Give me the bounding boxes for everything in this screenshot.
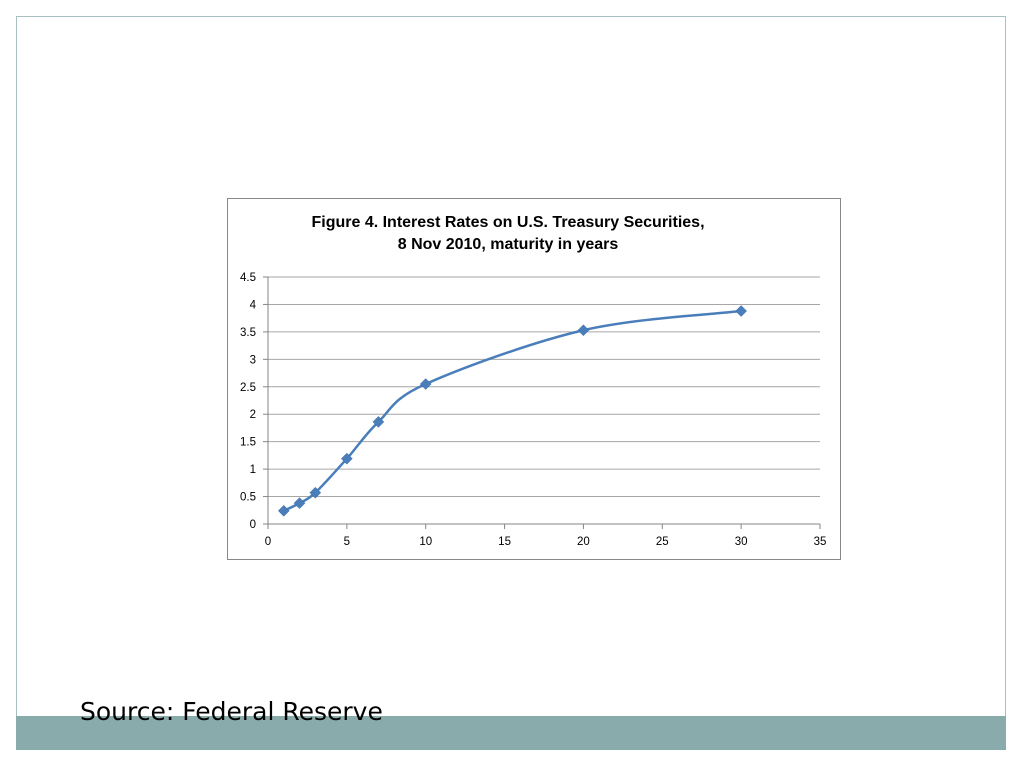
source-caption: Source: Federal Reserve (80, 697, 383, 726)
data-point-marker (419, 378, 432, 390)
data-point-marker (309, 486, 322, 499)
axis-layer (263, 276, 821, 529)
footer-band (16, 716, 1006, 750)
x-tick-label: 0 (265, 536, 271, 548)
y-tick-label: 0.5 (240, 492, 256, 504)
x-tick-label: 25 (656, 536, 669, 548)
chart-container: Figure 4. Interest Rates on U.S. Treasur… (227, 198, 841, 560)
chart-title-block: Figure 4. Interest Rates on U.S. Treasur… (228, 212, 788, 256)
data-point-marker (735, 305, 747, 317)
y-tick-label: 0 (250, 519, 256, 531)
data-point-marker (277, 504, 290, 517)
data-point-marker (341, 452, 353, 465)
y-tick-label: 2.5 (240, 382, 256, 394)
y-tick-label: 1 (250, 464, 256, 476)
x-tick-label: 20 (577, 536, 590, 548)
y-tick-label: 4 (250, 299, 257, 311)
series-layer (283, 309, 742, 512)
y-tick-label: 3.5 (240, 327, 256, 339)
data-point-marker (372, 416, 385, 428)
x-tick-label: 30 (735, 536, 748, 548)
y-tick-label: 4.5 (240, 272, 256, 284)
x-tick-label: 5 (344, 536, 350, 548)
tick-layer: 0 0.5 1 1.5 2 2.5 3 3.5 4 4.5 0 5 10 15 20 25 30 35 (240, 272, 826, 548)
series-line (283, 309, 742, 512)
chart-title: Figure 4. Interest Rates on U.S. Treasur… (311, 214, 705, 231)
y-tick-label: 1.5 (240, 437, 256, 449)
chart-plot-area: 0 0.5 1 1.5 2 2.5 3 3.5 4 4.5 0 5 10 15 20 25 30 35 (240, 272, 826, 548)
chart-subtitle: 8 Nov 2010, maturity in years (397, 236, 619, 253)
y-tick-label: 2 (250, 409, 256, 421)
y-tick-label: 3 (250, 354, 256, 366)
marker-layer (277, 305, 747, 517)
data-point-marker (577, 324, 590, 337)
x-tick-label: 15 (498, 536, 511, 548)
x-tick-label: 35 (814, 536, 827, 548)
x-tick-label: 10 (419, 536, 432, 548)
data-point-marker (293, 497, 306, 509)
